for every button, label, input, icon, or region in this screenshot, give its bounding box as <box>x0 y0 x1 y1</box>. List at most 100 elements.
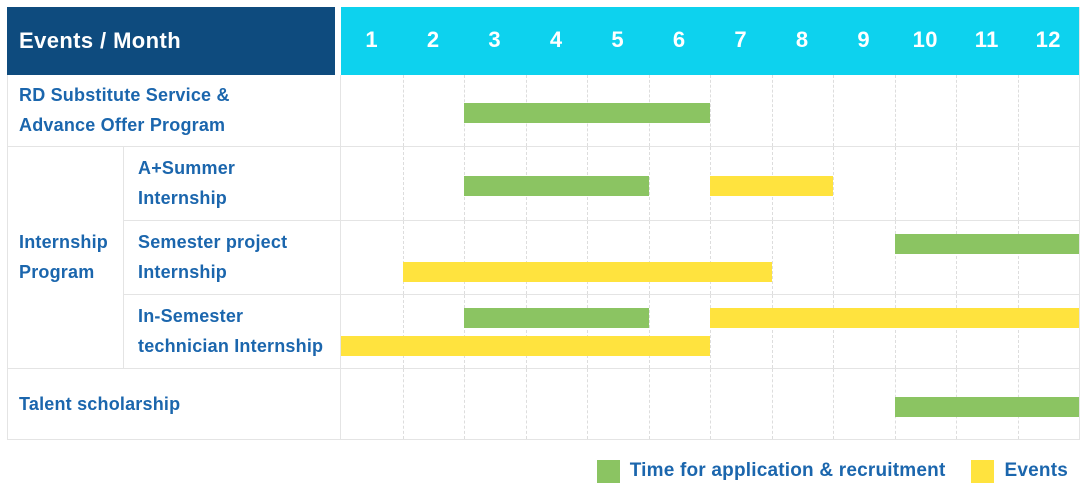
legend-label: Events <box>1004 460 1068 481</box>
month-header-8: 8 <box>795 27 809 52</box>
month-header-6: 6 <box>672 27 686 52</box>
month-gridline <box>771 294 773 368</box>
month-header-1: 1 <box>365 27 379 52</box>
month-header-4: 4 <box>549 27 563 52</box>
month-gridline <box>894 294 896 368</box>
month-gridline <box>1017 146 1019 221</box>
legend: Time for application & recruitment Event… <box>0 456 1073 486</box>
month-header-9: 9 <box>857 27 871 52</box>
row-label-line: Semester project <box>138 232 288 253</box>
group-sub-rows: A+Summer Internship Semester project Int… <box>124 146 1079 368</box>
month-header-11: 11 <box>974 27 999 52</box>
month-gridline <box>956 294 957 368</box>
month-gridline <box>525 294 527 368</box>
legend-swatch-yellow <box>971 459 995 483</box>
gantt-bar-green <box>464 103 710 124</box>
month-header-5: 5 <box>611 27 625 52</box>
gantt-bar-green <box>894 396 1079 417</box>
legend-item-events: Events <box>971 459 1068 483</box>
month-gridline <box>402 146 404 221</box>
month-gridline <box>464 294 465 368</box>
month-gridline <box>771 221 773 294</box>
month-gridline <box>1017 75 1019 146</box>
row-label-line: A+Summer <box>138 158 236 179</box>
month-gridline <box>464 221 465 294</box>
table-row: Semester project Internship <box>124 220 1079 294</box>
chart-cell-a-plus-summer <box>340 146 1079 221</box>
row-label-in-semester-technician: In-Semester technician Internship <box>124 295 340 368</box>
month-gridline <box>402 75 404 146</box>
month-gridline <box>1017 221 1019 294</box>
gantt-bar-green <box>464 176 649 197</box>
month-gridline <box>833 221 834 294</box>
table-row: In-Semester technician Internship <box>124 293 1079 368</box>
month-gridline <box>402 368 404 439</box>
legend-swatch-green <box>596 459 620 483</box>
row-label-line: Advance Offer Program <box>19 115 226 136</box>
header-gap <box>335 7 341 75</box>
gantt-bar-yellow <box>402 262 772 283</box>
row-label-line: In-Semester <box>138 306 244 327</box>
month-gridline <box>648 294 650 368</box>
row-label-semester-project: Semester project Internship <box>124 221 340 294</box>
month-gridline <box>464 368 465 439</box>
month-gridline <box>525 221 527 294</box>
row-label-line: RD Substitute Service & <box>19 85 230 106</box>
gantt-bar-green <box>894 234 1079 255</box>
row-label-a-plus-summer: A+Summer Internship <box>124 147 340 221</box>
month-gridline <box>648 146 650 221</box>
month-gridline <box>894 221 896 294</box>
month-header-row: 1 2 3 4 5 6 7 8 9 10 11 12 <box>341 7 1079 75</box>
month-gridline <box>587 294 588 368</box>
row-label-line: Internship <box>138 188 228 209</box>
month-gridline <box>894 146 896 221</box>
month-gridline <box>771 75 773 146</box>
month-gridline <box>1017 294 1019 368</box>
corner-header-label: Events / Month <box>19 28 182 53</box>
month-gridline <box>894 75 896 146</box>
legend-label: Time for application & recruitment <box>629 460 946 481</box>
month-gridline <box>710 294 711 368</box>
month-gridline <box>710 368 711 439</box>
month-gridline <box>648 221 650 294</box>
row-label-line: technician Internship <box>138 336 324 357</box>
table-row-group: Internship Program A+Summer Internship S… <box>8 145 1079 368</box>
month-gridline <box>771 368 773 439</box>
month-header-7: 7 <box>734 27 748 52</box>
month-header-12: 12 <box>1035 27 1061 52</box>
table-row: RD Substitute Service & Advance Offer Pr… <box>8 75 1079 146</box>
month-gridline <box>833 368 834 439</box>
legend-item-recruitment: Time for application & recruitment <box>596 459 946 483</box>
row-label-talent-scholarship: Talent scholarship <box>8 369 340 440</box>
chart-cell-talent-scholarship <box>340 368 1079 439</box>
month-gridline <box>587 368 588 439</box>
month-gridline <box>833 294 834 368</box>
header-row: Events / Month 1 2 3 4 5 6 7 8 9 10 11 12 <box>7 7 1079 75</box>
month-gridline <box>956 221 957 294</box>
row-label-rd-substitute: RD Substitute Service & Advance Offer Pr… <box>8 75 340 146</box>
corner-header-cell: Events / Month <box>7 7 335 75</box>
gantt-table: Events / Month 1 2 3 4 5 6 7 8 9 10 11 12 RD Substi… <box>7 7 1080 440</box>
table-row: Talent scholarship <box>8 367 1079 440</box>
group-label-line: Program <box>19 262 95 282</box>
month-gridline <box>833 146 834 221</box>
month-gridline <box>402 294 404 368</box>
gantt-bar-yellow <box>341 335 710 356</box>
row-label-line: Talent scholarship <box>19 393 181 414</box>
gantt-bar-yellow <box>710 176 833 197</box>
month-gridline <box>710 221 711 294</box>
month-header-2: 2 <box>426 27 440 52</box>
month-gridline <box>956 146 957 221</box>
month-gridline <box>648 368 650 439</box>
chart-cell-in-semester-technician <box>340 294 1079 368</box>
group-label-line: Internship <box>19 232 109 252</box>
month-gridline <box>587 221 588 294</box>
month-gridline <box>833 75 834 146</box>
gantt-bar-yellow <box>710 307 1079 328</box>
group-label-internship-program: Internship Program <box>8 146 124 368</box>
table-row: A+Summer Internship <box>124 146 1079 221</box>
month-header-3: 3 <box>488 27 502 52</box>
month-header-10: 10 <box>912 27 938 52</box>
month-gridline <box>956 75 957 146</box>
row-label-line: Internship <box>138 262 228 283</box>
